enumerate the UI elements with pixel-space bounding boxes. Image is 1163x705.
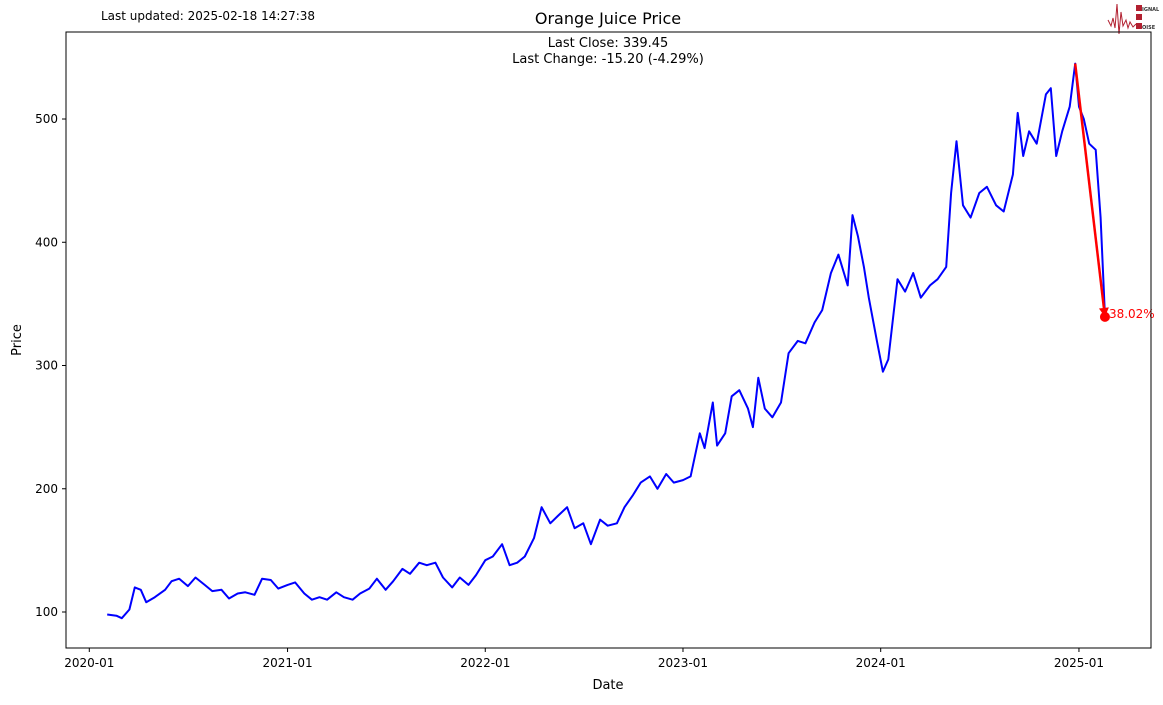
- last-close-text: Last Close: 339.45: [548, 36, 669, 51]
- change-percent-label: 38.02%: [1109, 307, 1155, 321]
- change-arrow: [1073, 63, 1106, 309]
- x-axis-label: Date: [592, 678, 623, 693]
- y-tick-label: 400: [35, 235, 58, 249]
- x-tick-label: 2020-01: [64, 656, 114, 670]
- price-line: [107, 62, 1106, 620]
- x-tick-label: 2021-01: [262, 656, 312, 670]
- svg-text:OISE: OISE: [1142, 25, 1156, 31]
- plot-frame: [65, 31, 1152, 649]
- last-close-marker: [1099, 311, 1110, 322]
- logo-wave-icon: [1107, 3, 1137, 35]
- y-tick-label: 300: [35, 359, 58, 373]
- x-tick-label: 2023-01: [658, 656, 708, 670]
- x-tick-label: 2025-01: [1054, 656, 1104, 670]
- x-tick-label: 2024-01: [856, 656, 906, 670]
- chart-title: Orange Juice Price: [535, 9, 681, 28]
- last-change-text: Last Change: -15.20 (-4.29%): [512, 52, 704, 67]
- svg-text:IGNAL: IGNAL: [1142, 7, 1160, 13]
- x-tick-label: 2022-01: [460, 656, 510, 670]
- y-tick-label: 500: [35, 112, 58, 126]
- y-tick-label: 100: [35, 605, 58, 619]
- last-updated-text: Last updated: 2025-02-18 14:27:38: [101, 9, 315, 23]
- signal2noise-logo: IGNAL OISE: [1107, 3, 1160, 35]
- y-tick-label: 200: [35, 482, 58, 496]
- y-axis-label: Price: [10, 324, 25, 356]
